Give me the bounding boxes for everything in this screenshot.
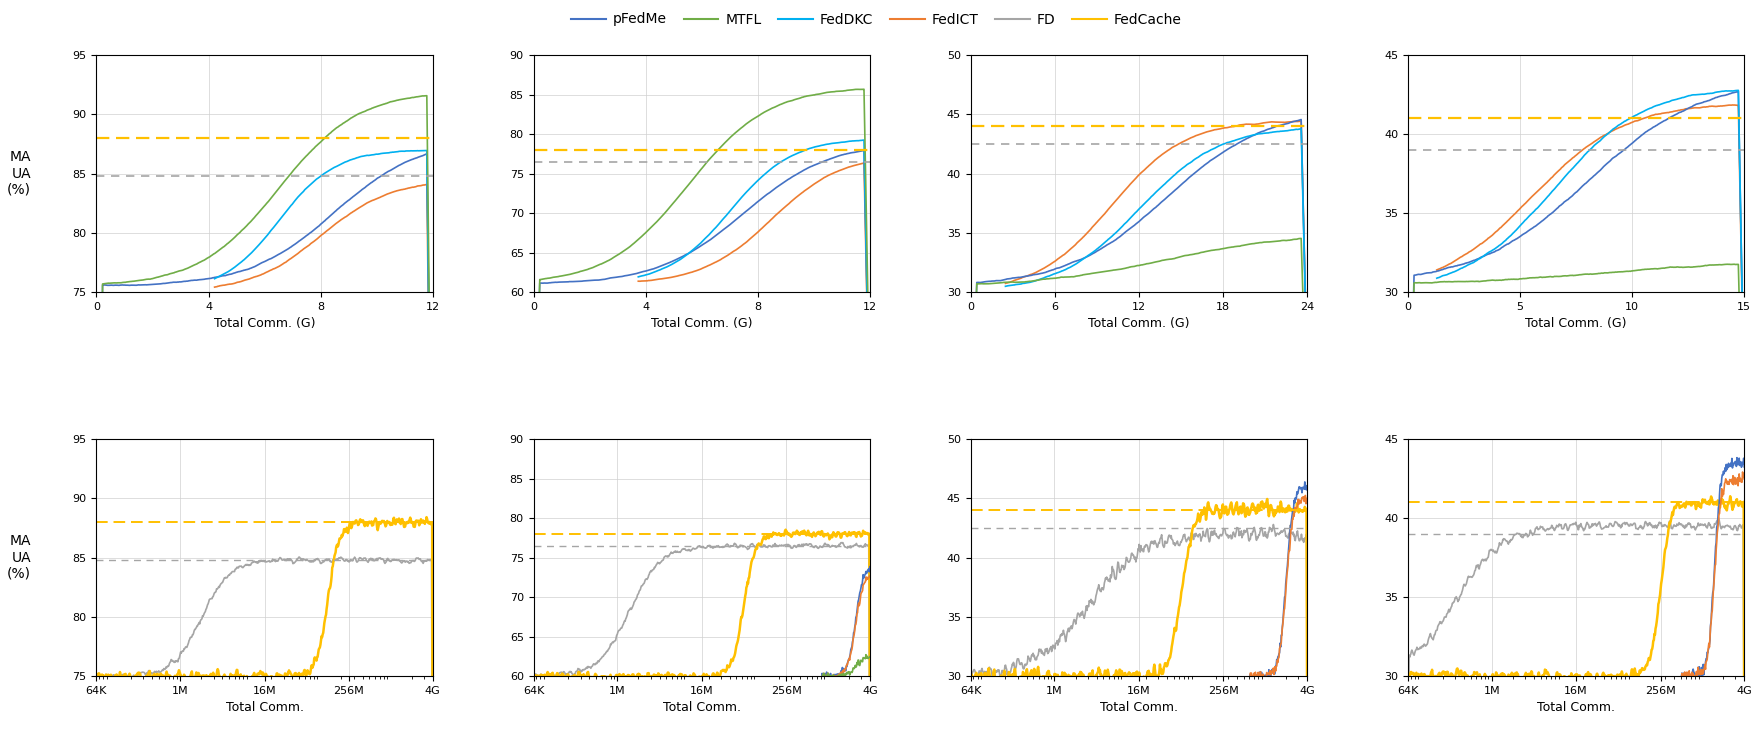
X-axis label: Total Comm. (G): Total Comm. (G) [214, 318, 316, 331]
X-axis label: Total Comm. (G): Total Comm. (G) [1089, 318, 1190, 331]
X-axis label: Total Comm.: Total Comm. [1537, 701, 1615, 714]
Legend: pFedMe, MTFL, FedDKC, FedICT, FD, FedCache: pFedMe, MTFL, FedDKC, FedICT, FD, FedCac… [566, 7, 1187, 32]
Y-axis label: MA
UA
(%): MA UA (%) [7, 151, 32, 197]
Y-axis label: MA
UA
(%): MA UA (%) [7, 534, 32, 581]
X-axis label: Total Comm.: Total Comm. [1099, 701, 1178, 714]
X-axis label: Total Comm. (G): Total Comm. (G) [650, 318, 752, 331]
X-axis label: Total Comm. (G): Total Comm. (G) [1525, 318, 1627, 331]
X-axis label: Total Comm.: Total Comm. [226, 701, 303, 714]
X-axis label: Total Comm.: Total Comm. [663, 701, 742, 714]
